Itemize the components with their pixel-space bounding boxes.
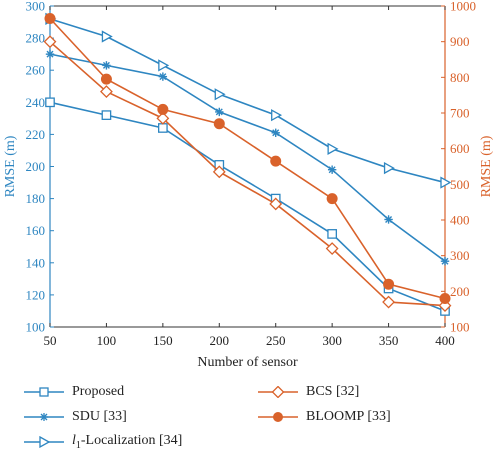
series-1-point-0 [45, 49, 55, 59]
series-0-point-1 [101, 110, 112, 120]
series-3-point-5 [325, 242, 339, 255]
left-y-tick-label: 120 [26, 287, 46, 302]
series-4-point-6 [383, 278, 395, 290]
right-y-tick-label: 200 [450, 284, 470, 299]
x-tick-label: 250 [266, 333, 286, 348]
left-y-tick-label: 160 [26, 223, 46, 238]
series-2-point-7 [440, 176, 452, 189]
series-4-point-0 [44, 12, 56, 24]
right-y-tick-label: 1000 [450, 0, 476, 14]
series-4-point-3 [213, 118, 225, 130]
series-4-point-1 [100, 73, 112, 85]
x-tick-label: 300 [322, 333, 342, 348]
x-axis-label: Number of sensor [197, 355, 298, 370]
series-3-point-2 [156, 111, 170, 125]
series-3-point-4 [269, 197, 283, 211]
series-line-1 [49, 53, 446, 262]
series-line-2 [49, 18, 446, 184]
series-4-point-5 [326, 193, 338, 205]
series-1-point-2 [158, 72, 168, 81]
series-1-point-5 [327, 165, 337, 174]
series-2-point-4 [271, 109, 283, 122]
series-2-point-2 [158, 59, 170, 72]
series-line-4 [49, 17, 446, 300]
right-y-tick-label: 300 [450, 248, 470, 263]
series-1-point-3 [215, 107, 224, 117]
x-tick-label: 100 [97, 333, 117, 348]
series-1-point-1 [102, 61, 111, 70]
right-y-tick-label: 500 [450, 177, 470, 192]
left-y-tick-label: 220 [26, 127, 46, 142]
series-0-point-0 [45, 97, 55, 108]
left-y-tick-label: 300 [26, 0, 46, 14]
left-y-tick-label: 100 [26, 320, 46, 335]
x-tick-label: 350 [379, 333, 399, 348]
series-3-point-0 [43, 35, 57, 49]
series-4-point-4 [270, 155, 282, 167]
series-line-3 [49, 41, 446, 307]
series-4-point-7 [439, 292, 451, 304]
series-line-0 [49, 101, 446, 312]
right-y-axis-label: RMSE (m) [479, 135, 494, 197]
left-y-tick-label: 180 [26, 191, 46, 206]
series-0-point-5 [327, 229, 337, 239]
x-tick-label: 50 [44, 333, 57, 348]
series-1-point-7 [440, 256, 450, 266]
left-y-tick-label: 140 [26, 255, 46, 270]
x-tick-label: 150 [153, 333, 173, 348]
series-0-point-2 [158, 123, 168, 133]
series-1-point-4 [271, 128, 280, 137]
series-3-point-1 [100, 85, 113, 99]
left-y-tick-label: 200 [26, 159, 46, 174]
left-y-tick-label: 260 [26, 63, 46, 78]
series-2-point-1 [101, 30, 113, 43]
left-y-tick-label: 240 [26, 95, 46, 110]
right-y-tick-label: 400 [450, 213, 470, 228]
series-2-point-3 [214, 88, 226, 101]
series-2-point-6 [383, 162, 395, 175]
series-3-point-3 [212, 165, 226, 179]
series-2-point-5 [327, 142, 339, 155]
right-y-tick-label: 100 [450, 320, 470, 335]
x-tick-label: 200 [210, 333, 230, 348]
right-y-tick-label: 900 [450, 34, 470, 49]
right-y-tick-label: 800 [450, 70, 470, 85]
left-y-tick-label: 280 [26, 31, 46, 46]
left-y-axis-label: RMSE (m) [3, 135, 18, 197]
series-3-point-6 [382, 295, 395, 309]
right-y-tick-label: 700 [450, 106, 470, 121]
series-4-point-2 [157, 103, 169, 115]
x-tick-label: 400 [435, 333, 455, 348]
series-1-point-6 [384, 215, 393, 224]
right-y-tick-label: 600 [450, 141, 470, 156]
